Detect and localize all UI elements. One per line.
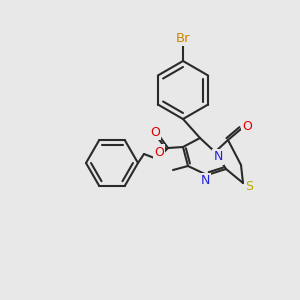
Text: O: O: [242, 121, 252, 134]
Text: N: N: [200, 175, 210, 188]
Text: O: O: [150, 125, 160, 139]
Text: Br: Br: [176, 32, 190, 44]
Text: N: N: [213, 151, 223, 164]
Text: O: O: [154, 146, 164, 158]
Text: S: S: [245, 179, 253, 193]
